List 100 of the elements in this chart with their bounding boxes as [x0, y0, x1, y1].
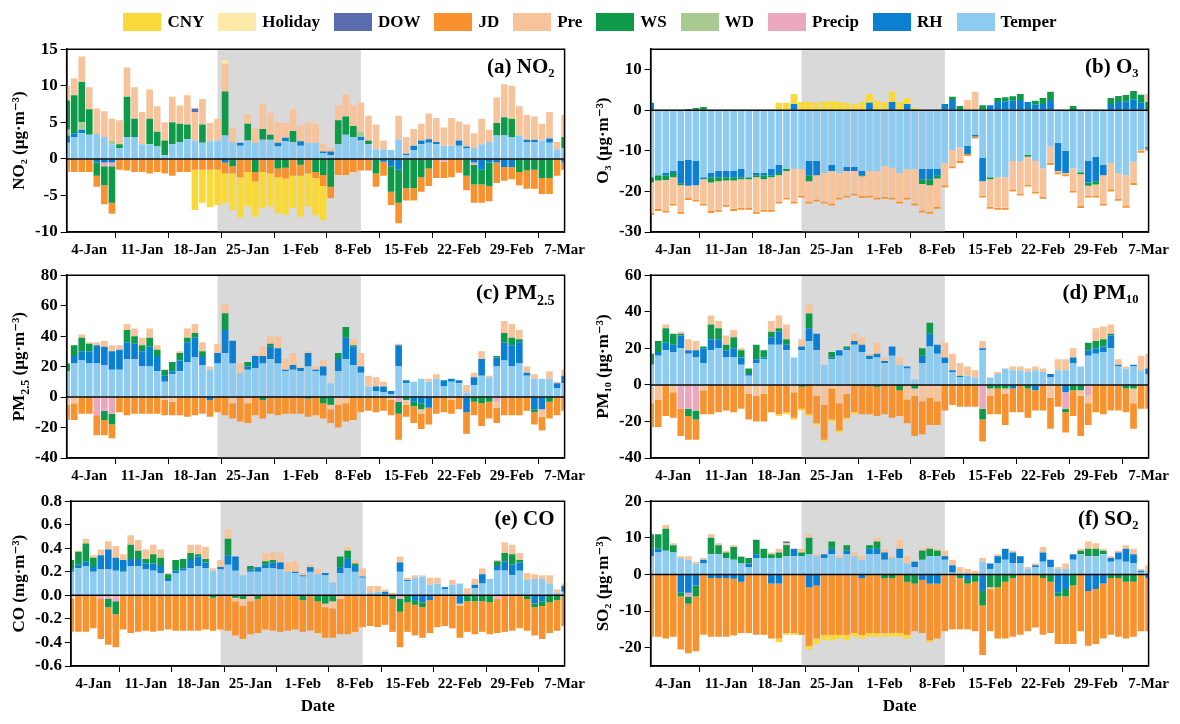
x-tick-label: 15-Feb	[384, 466, 429, 483]
legend-label: DOW	[377, 12, 421, 32]
y-tick-label: -20	[618, 410, 642, 430]
x-tick-label: 8-Feb	[335, 466, 372, 483]
x-tick-label: 22-Feb	[1020, 240, 1066, 257]
legend-label: CNY	[167, 12, 205, 32]
x-tick-label: 22-Feb	[1020, 674, 1066, 691]
x-tick-label: 15-Feb	[968, 466, 1013, 483]
x-tick-label: 1-Feb	[282, 240, 319, 257]
legend-label: WS	[640, 12, 667, 32]
x-tick-label: 8-Feb	[919, 466, 956, 483]
x-tick-label: 29-Feb	[1073, 240, 1118, 257]
x-tick-label: 7-Mar	[544, 240, 586, 257]
x-tick-label: 8-Feb	[919, 240, 956, 257]
x-tick-label: 11-Jan	[120, 466, 165, 483]
legend-label: Precip	[812, 12, 860, 32]
y-axis-title: O₃ (µg·m⁻³)	[593, 97, 612, 184]
x-tick-label: 8-Feb	[336, 674, 374, 691]
legend-label: JD	[478, 12, 500, 32]
y-tick-label: -20	[618, 180, 642, 200]
x-tick-label: 4-Jan	[655, 240, 692, 257]
x-tick-label: 29-Feb	[490, 674, 535, 691]
x-tick-label: 7-Mar	[1128, 466, 1170, 483]
y-tick-label: -0.2	[34, 608, 62, 628]
y-tick-label: -40	[618, 447, 642, 467]
chart-title: (e) CO	[494, 506, 555, 531]
x-tick-label: 25-Jan	[810, 466, 855, 483]
y-tick-label: 0.8	[40, 490, 62, 510]
y-tick-label: -10	[34, 221, 58, 241]
x-tick-label: 7-Mar	[1128, 674, 1170, 691]
x-tick-label: 4-Jan	[655, 674, 692, 691]
x-tick-label: 25-Jan	[228, 674, 273, 691]
y-tick-label: 20	[624, 337, 642, 357]
y-axis-title: CO (mg·m⁻³)	[9, 534, 28, 633]
y-tick-label: 0	[49, 386, 58, 406]
y-axis-title: PM2.5 (µg·m⁻³)	[9, 311, 32, 422]
y-tick-label: 15	[40, 38, 58, 58]
x-tick-label: 7-Mar	[1128, 240, 1170, 257]
y-tick-label: 0.0	[40, 584, 62, 604]
y-tick-label: -10	[618, 140, 642, 160]
x-tick-label: 29-Feb	[489, 240, 534, 257]
y-tick-label: 0.4	[40, 537, 63, 557]
y-tick-label: 10	[624, 58, 642, 78]
x-tick-label: 29-Feb	[1073, 466, 1118, 483]
x-tick-label: 18-Jan	[757, 240, 802, 257]
x-tick-label: 22-Feb	[437, 674, 482, 691]
x-tick-label: 1-Feb	[282, 466, 319, 483]
y-tick-label: 0	[633, 563, 642, 583]
x-tick-label: 29-Feb	[1073, 674, 1118, 691]
x-axis-title: Date	[882, 696, 918, 715]
y-tick-label: 0	[633, 99, 642, 119]
y-tick-label: -20	[618, 637, 642, 657]
y-axis-title: PM₁₀ (µg·m⁻³)	[593, 314, 612, 419]
legend-label: WD	[724, 12, 755, 32]
x-tick-label: 18-Jan	[757, 466, 802, 483]
legend-label: RH	[917, 12, 943, 32]
y-tick-label: -5	[43, 184, 58, 204]
legend-label: Temper	[1000, 12, 1057, 32]
x-axis-title: Date	[300, 696, 336, 715]
x-tick-label: 1-Feb	[284, 674, 322, 691]
y-tick-label: -30	[618, 221, 642, 241]
legend-label: Pre	[557, 12, 583, 32]
x-tick-label: 18-Jan	[176, 674, 221, 691]
x-tick-label: 4-Jan	[71, 466, 108, 483]
x-tick-label: 18-Jan	[173, 240, 218, 257]
y-tick-label: -0.4	[34, 631, 63, 651]
y-tick-label: 0.2	[40, 561, 62, 581]
y-tick-label: 10	[624, 527, 642, 547]
y-axis-title: SO₂ (µg·m⁻³)	[593, 535, 612, 632]
y-tick-label: 60	[40, 295, 58, 315]
x-tick-label: 22-Feb	[1020, 466, 1066, 483]
y-tick-label: -10	[618, 600, 642, 620]
x-tick-label: 7-Mar	[544, 674, 586, 691]
y-tick-label: 20	[40, 355, 58, 375]
x-tick-label: 25-Jan	[226, 240, 271, 257]
x-tick-label: 22-Feb	[436, 240, 482, 257]
x-tick-label: 8-Feb	[919, 674, 956, 691]
y-tick-label: 40	[624, 301, 642, 321]
x-tick-label: 15-Feb	[968, 674, 1013, 691]
x-tick-label: 4-Jan	[71, 240, 108, 257]
x-tick-label: 29-Feb	[489, 466, 534, 483]
y-tick-label: 10	[40, 75, 58, 95]
x-tick-label: 1-Feb	[866, 674, 903, 691]
x-tick-label: 7-Mar	[544, 466, 586, 483]
y-tick-label: -20	[34, 416, 58, 436]
x-tick-label: 25-Jan	[226, 466, 271, 483]
x-tick-label: 8-Feb	[335, 240, 372, 257]
y-tick-label: 0	[49, 148, 58, 168]
x-tick-label: 11-Jan	[704, 466, 749, 483]
y-tick-label: -40	[34, 447, 58, 467]
chart-title: (a) NO₂	[487, 54, 555, 79]
x-tick-label: 15-Feb	[384, 240, 429, 257]
x-tick-label: 11-Jan	[124, 674, 168, 691]
x-tick-label: 11-Jan	[120, 240, 165, 257]
chart-title: (b) O₃	[1085, 54, 1139, 79]
y-tick-label: 20	[624, 490, 642, 510]
x-tick-label: 4-Jan	[75, 674, 112, 691]
chart-title: (f) SO₂	[1078, 506, 1139, 531]
y-tick-label: 60	[624, 264, 642, 284]
x-tick-label: 15-Feb	[385, 674, 430, 691]
